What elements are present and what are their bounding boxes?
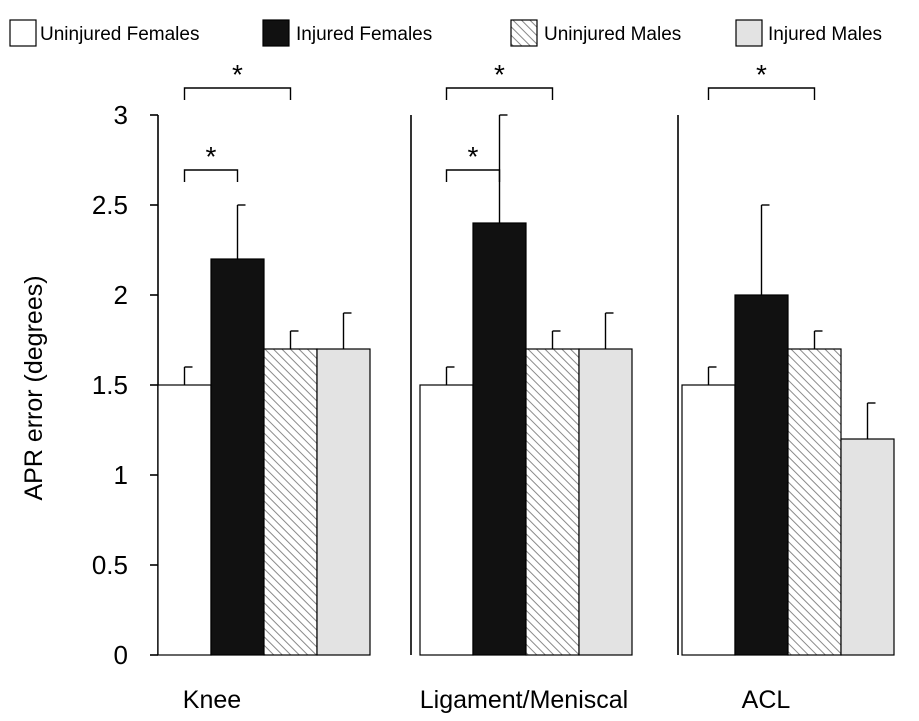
bar: [734, 294, 789, 656]
bar-group: Knee: [157, 115, 371, 714]
bracket-line: [183, 169, 239, 182]
legend-item: Injured Males: [735, 19, 882, 47]
legend-swatch: [262, 19, 290, 47]
legend-swatch: [9, 19, 37, 47]
legend: Uninjured Females Injured Females Uninjure…: [9, 19, 882, 47]
legend-swatch: [735, 19, 763, 47]
legend-item: Uninjured Females: [9, 19, 199, 47]
legend-label: Uninjured Females: [40, 24, 199, 45]
bar: [525, 348, 580, 656]
bar: [210, 258, 265, 656]
category-label: ACL: [742, 686, 791, 714]
legend-item: Uninjured Males: [510, 19, 681, 47]
bar: [419, 384, 474, 656]
legend-label: Injured Females: [296, 24, 432, 45]
bar-group: ACL: [677, 115, 895, 714]
significance-bracket: *: [183, 141, 239, 182]
y-axis-label: APR error (degrees): [20, 275, 48, 500]
significance-star: *: [468, 141, 479, 172]
y-axis: 0 0.5 1 1.5 2 2.5 3: [92, 100, 158, 670]
legend-item: Injured Females: [262, 19, 432, 47]
significance-bracket: *: [183, 59, 292, 100]
y-tick-label: 2.5: [92, 190, 128, 220]
bar-group: Ligament/Meniscal: [410, 114, 633, 714]
bar: [840, 438, 895, 656]
bracket-line: [183, 87, 292, 100]
y-tick-label: 2: [114, 280, 128, 310]
bar: [681, 384, 736, 656]
bar: [263, 348, 318, 656]
bar-groups: Knee Ligament/Meniscal ACL * * * * *: [157, 59, 895, 714]
bar: [787, 348, 842, 656]
bracket-line: [445, 169, 501, 182]
legend-swatch: [510, 19, 538, 47]
significance-bracket: *: [707, 59, 816, 100]
significance-star: *: [206, 141, 217, 172]
legend-label: Injured Males: [768, 24, 882, 45]
category-label: Knee: [183, 686, 241, 714]
y-tick-label: 3: [114, 100, 128, 130]
y-tick-label: 1.5: [92, 370, 128, 400]
legend-label: Uninjured Males: [544, 24, 681, 45]
bar: [316, 348, 371, 656]
y-tick-label: 0: [114, 640, 128, 670]
bar: [578, 348, 633, 656]
bracket-line: [707, 87, 816, 100]
significance-star: *: [232, 59, 243, 90]
significance-bracket: *: [445, 141, 501, 182]
category-label: Ligament/Meniscal: [420, 686, 628, 714]
y-tick-label: 1: [114, 460, 128, 490]
significance-star: *: [756, 59, 767, 90]
significance-star: *: [494, 59, 505, 90]
significance-bracket: *: [445, 59, 554, 100]
bar: [472, 222, 527, 656]
y-tick-label: 0.5: [92, 550, 128, 580]
bracket-line: [445, 87, 554, 100]
bar: [157, 384, 212, 656]
